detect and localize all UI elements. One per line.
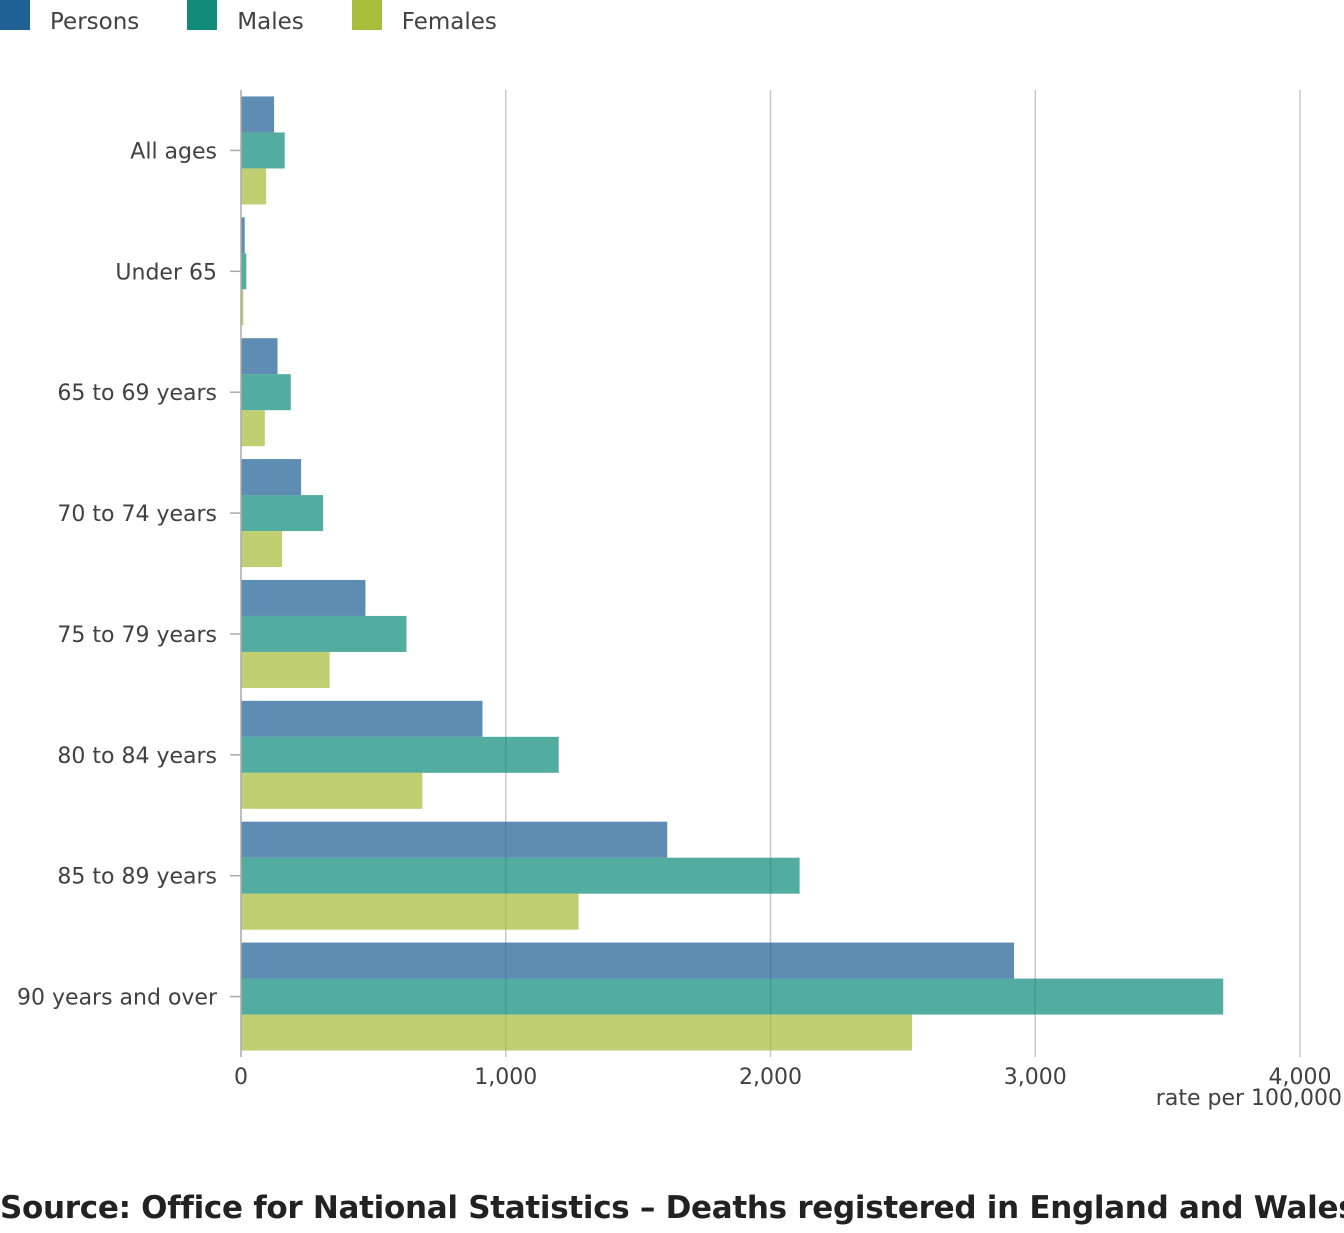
y-tick-label: 90 years and over	[17, 986, 218, 1011]
bar-chart: All ages Under 65 65 to 69 years 70 to 74 y…	[17, 90, 1342, 1111]
legend-swatch-females	[351, 0, 382, 30]
bar-persons	[241, 459, 302, 496]
y-tick-label: 80 to 84 years	[57, 744, 217, 769]
bar-females	[241, 410, 265, 447]
legend-swatch-persons	[0, 0, 30, 30]
bar-persons	[241, 217, 245, 254]
legend-item-females: Females	[351, 0, 497, 35]
y-tick-label: Under 65	[115, 260, 217, 285]
y-tick-label: 70 to 74 years	[57, 502, 217, 527]
bar-females	[241, 289, 244, 326]
bar-females	[241, 168, 267, 205]
bar-males	[241, 736, 559, 773]
bar-males	[241, 253, 247, 290]
legend-label-persons: Persons	[50, 9, 140, 35]
bars	[241, 96, 1224, 1051]
bar-females	[241, 651, 330, 688]
bar-persons	[241, 942, 1015, 979]
legend-item-persons: Persons	[0, 0, 140, 35]
x-axis-label: rate per 100,000	[1156, 1086, 1342, 1111]
bar-persons	[241, 96, 275, 133]
y-tick-label: 85 to 89 years	[57, 865, 217, 890]
gridlines	[505, 90, 1301, 1057]
bar-females	[241, 1014, 913, 1051]
bar-persons	[241, 821, 668, 858]
bar-males	[241, 132, 285, 169]
bar-males	[241, 495, 324, 532]
legend-label-females: Females	[401, 9, 497, 35]
bar-males	[241, 978, 1224, 1015]
legend: Persons Males Females	[0, 0, 545, 44]
bar-persons	[241, 579, 366, 616]
bar-males	[241, 857, 800, 894]
bar-persons	[241, 700, 483, 737]
bar-females	[241, 531, 283, 568]
x-tick-label: 2,000	[739, 1065, 802, 1090]
category-axis: All ages Under 65 65 to 69 years 70 to 74 y…	[17, 90, 242, 1057]
y-tick-label: 65 to 69 years	[57, 381, 217, 406]
bar-females	[241, 772, 423, 809]
value-axis-ticks: 0 1,000 2,000 3,000 4,000	[234, 1065, 1331, 1090]
x-tick-label: 1,000	[474, 1065, 537, 1090]
source-note: Source: Office for National Statistics –…	[0, 1190, 1344, 1226]
legend-item-males: Males	[187, 0, 304, 35]
bar-females	[241, 893, 579, 930]
bar-males	[241, 615, 407, 652]
x-tick-label: 0	[234, 1065, 248, 1090]
y-tick-label: All ages	[130, 139, 217, 164]
y-tick-label: 75 to 79 years	[57, 623, 217, 648]
legend-label-males: Males	[237, 9, 304, 35]
bar-males	[241, 374, 291, 411]
legend-swatch-males	[187, 0, 218, 30]
bar-persons	[241, 338, 278, 375]
x-tick-label: 3,000	[1004, 1065, 1067, 1090]
x-tick-label: 4,000	[1269, 1065, 1332, 1090]
